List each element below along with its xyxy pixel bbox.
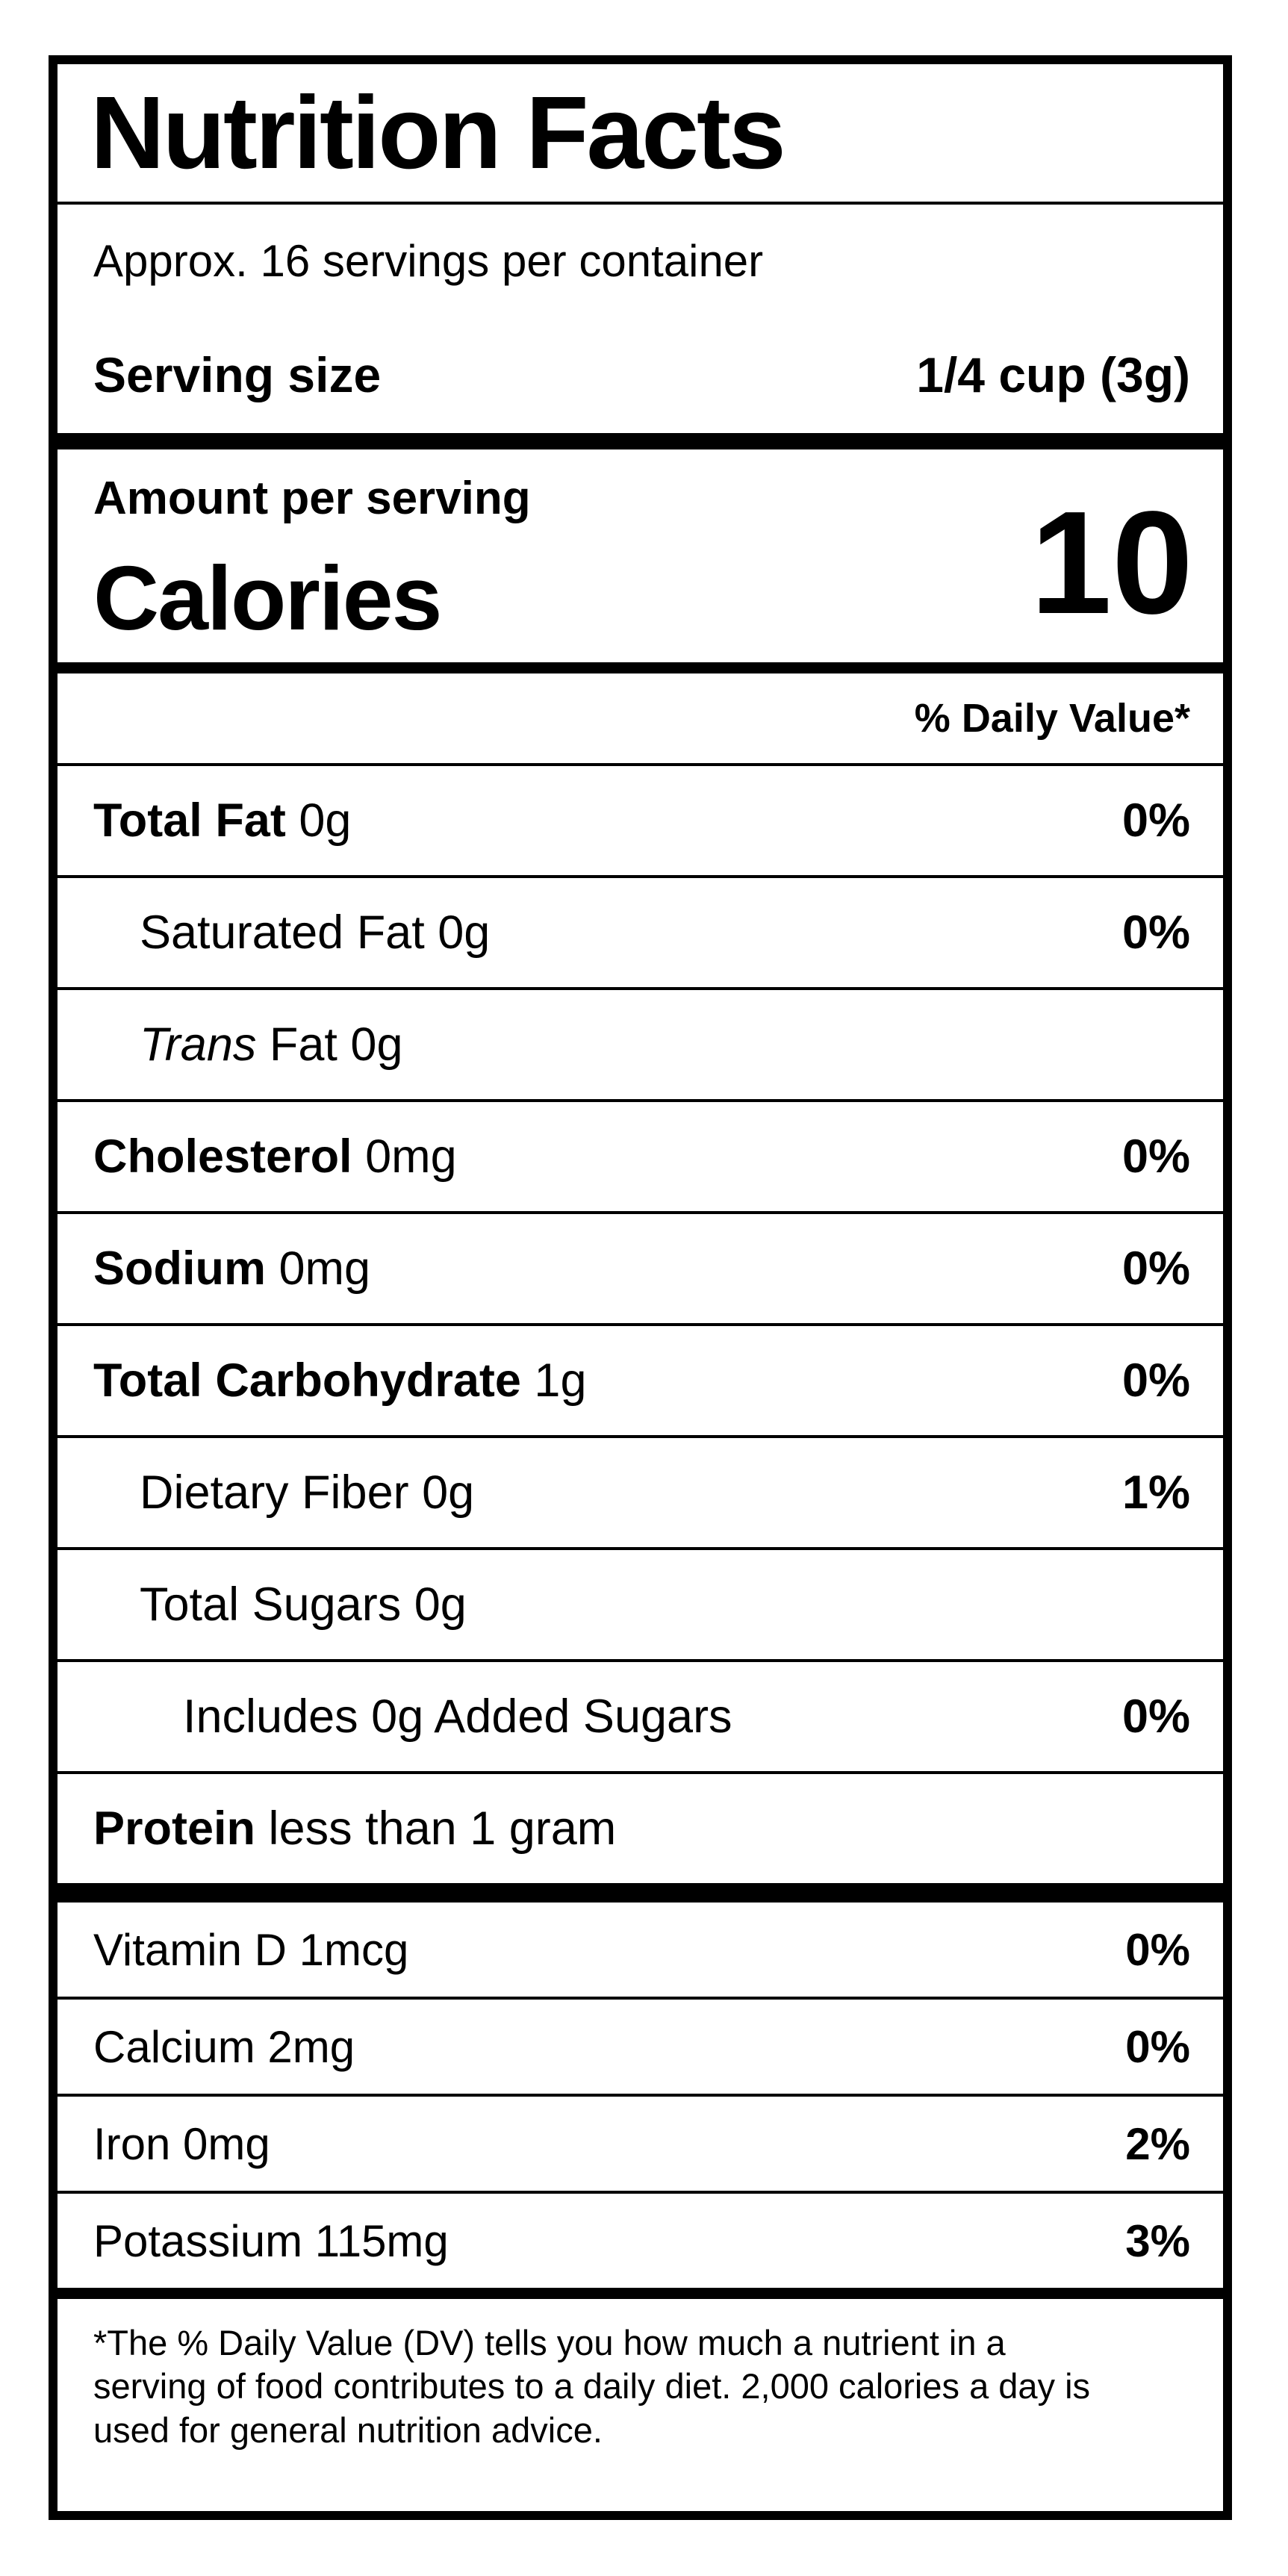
nutrient-dv: 0%: [1121, 906, 1190, 959]
vitamin-dv: 2%: [1125, 2118, 1190, 2169]
nutrient-row-added-sugars: Includes 0g Added Sugars 0%: [57, 1662, 1223, 1771]
nutrient-row-total-fat: Total Fat 0g 0%: [57, 766, 1223, 875]
vitamin-row-vitamin-d: Vitamin D 1mcg 0%: [57, 1903, 1223, 1997]
label-title: Nutrition Facts: [90, 75, 786, 190]
nutrient-name-rest: 0mg: [266, 1242, 371, 1295]
divider: [57, 1547, 1223, 1550]
divider: [57, 1099, 1223, 1102]
vitamin-dv: 0%: [1125, 1924, 1190, 1975]
divider: [57, 1659, 1223, 1662]
vitamin-row-iron: Iron 0mg 2%: [57, 2097, 1223, 2191]
nutrient-name-rest: Includes 0g Added Sugars: [183, 1690, 732, 1743]
nutrient-row-total-sugars: Total Sugars 0g: [57, 1550, 1223, 1659]
nutrient-row-saturated-fat: Saturated Fat 0g 0%: [57, 878, 1223, 987]
divider: [57, 1323, 1223, 1326]
nutrient-row-dietary-fiber: Dietary Fiber 0g 1%: [57, 1438, 1223, 1547]
separator-bar-thick: [57, 433, 1223, 449]
serving-size-label: Serving size: [93, 347, 382, 402]
nutrient-dv: 1%: [1121, 1466, 1190, 1519]
nutrient-name: Protein less than 1 gram: [57, 1802, 616, 1855]
nutrient-name: Total Carbohydrate 1g: [57, 1354, 587, 1407]
nutrient-row-protein: Protein less than 1 gram: [57, 1774, 1223, 1883]
nutrient-name-rest: Saturated Fat 0g: [140, 906, 491, 959]
nutrient-name-rest: 0g: [285, 794, 352, 847]
nutrient-row-sodium: Sodium 0mg 0%: [57, 1214, 1223, 1323]
calories-value: 10: [1030, 480, 1193, 644]
nutrient-row-cholesterol: Cholesterol 0mg 0%: [57, 1102, 1223, 1211]
vitamin-name: Calcium 2mg: [93, 2021, 355, 2072]
nutrient-name-bold: Cholesterol: [93, 1130, 352, 1183]
nutrient-name-bold: Sodium: [93, 1242, 266, 1295]
nutrient-name-bold: Total Fat: [93, 794, 286, 847]
divider: [57, 987, 1223, 990]
nutrient-name: Total Sugars 0g: [57, 1578, 467, 1631]
nutrient-name-rest: Total Sugars 0g: [140, 1578, 467, 1631]
nutrient-dv: 0%: [1121, 1242, 1190, 1295]
nutrient-name-bold: Total Carbohydrate: [93, 1354, 521, 1407]
nutrient-name: Total Fat 0g: [57, 794, 351, 847]
nutrient-name: Cholesterol 0mg: [57, 1130, 457, 1183]
nutrient-name: Saturated Fat 0g: [57, 906, 490, 959]
servings-per-container: Approx. 16 servings per container: [93, 235, 764, 286]
divider: [57, 202, 1223, 205]
divider: [57, 1435, 1223, 1438]
serving-size-row: Serving size 1/4 cup (3g): [57, 317, 1223, 433]
nutrient-name: Dietary Fiber 0g: [57, 1466, 474, 1519]
divider: [57, 2094, 1223, 2097]
nutrient-name-rest: less than 1 gram: [255, 1802, 617, 1855]
amount-per-serving-label: Amount per serving: [93, 473, 531, 524]
divider: [57, 875, 1223, 878]
nutrient-row-trans-fat: Trans Fat 0g: [57, 990, 1223, 1099]
separator-bar-medium: [57, 2288, 1223, 2299]
divider: [57, 1211, 1223, 1214]
nutrient-name-rest: Dietary Fiber 0g: [140, 1466, 475, 1519]
divider: [57, 1997, 1223, 2000]
nutrient-name-rest: 1g: [520, 1354, 587, 1407]
divider: [57, 2191, 1223, 2194]
divider: [57, 763, 1223, 766]
nutrient-name: Sodium 0mg: [57, 1242, 370, 1295]
nutrient-dv: 0%: [1121, 1130, 1190, 1183]
nutrient-name-italic: Trans: [140, 1018, 257, 1071]
daily-value-header: % Daily Value*: [914, 696, 1190, 741]
nutrient-dv: 0%: [1121, 1354, 1190, 1407]
vitamin-row-potassium: Potassium 115mg 3%: [57, 2194, 1223, 2288]
separator-bar-medium: [57, 662, 1223, 673]
separator-bar-thick: [57, 1883, 1223, 1903]
calories-left-column: Amount per serving Calories: [93, 463, 531, 652]
nutrient-dv: 0%: [1121, 1690, 1190, 1743]
nutrient-dv: 0%: [1121, 794, 1190, 847]
vitamin-row-calcium: Calcium 2mg 0%: [57, 2000, 1223, 2094]
vitamin-dv: 3%: [1125, 2215, 1190, 2266]
vitamin-dv: 0%: [1125, 2021, 1190, 2072]
nutrient-name-rest: 0mg: [352, 1130, 457, 1183]
divider: [57, 1771, 1223, 1774]
nutrition-facts-label: Nutrition Facts Approx. 16 servings per …: [49, 55, 1232, 2520]
vitamin-name: Iron 0mg: [93, 2118, 270, 2169]
nutrient-row-total-carbohydrate: Total Carbohydrate 1g 0%: [57, 1326, 1223, 1435]
calories-block: Amount per serving Calories 10: [57, 449, 1223, 662]
vitamin-name: Potassium 115mg: [93, 2215, 449, 2266]
nutrient-name-rest: Fat 0g: [256, 1018, 403, 1071]
vitamin-name: Vitamin D 1mcg: [93, 1924, 409, 1975]
nutrient-name-bold: Protein: [93, 1802, 256, 1855]
nutrient-name: Includes 0g Added Sugars: [57, 1690, 732, 1743]
daily-value-footnote: *The % Daily Value (DV) tells you how mu…: [93, 2323, 1091, 2450]
nutrient-name: Trans Fat 0g: [57, 1018, 402, 1071]
calories-label: Calories: [93, 547, 442, 649]
serving-size-value: 1/4 cup (3g): [916, 347, 1190, 402]
